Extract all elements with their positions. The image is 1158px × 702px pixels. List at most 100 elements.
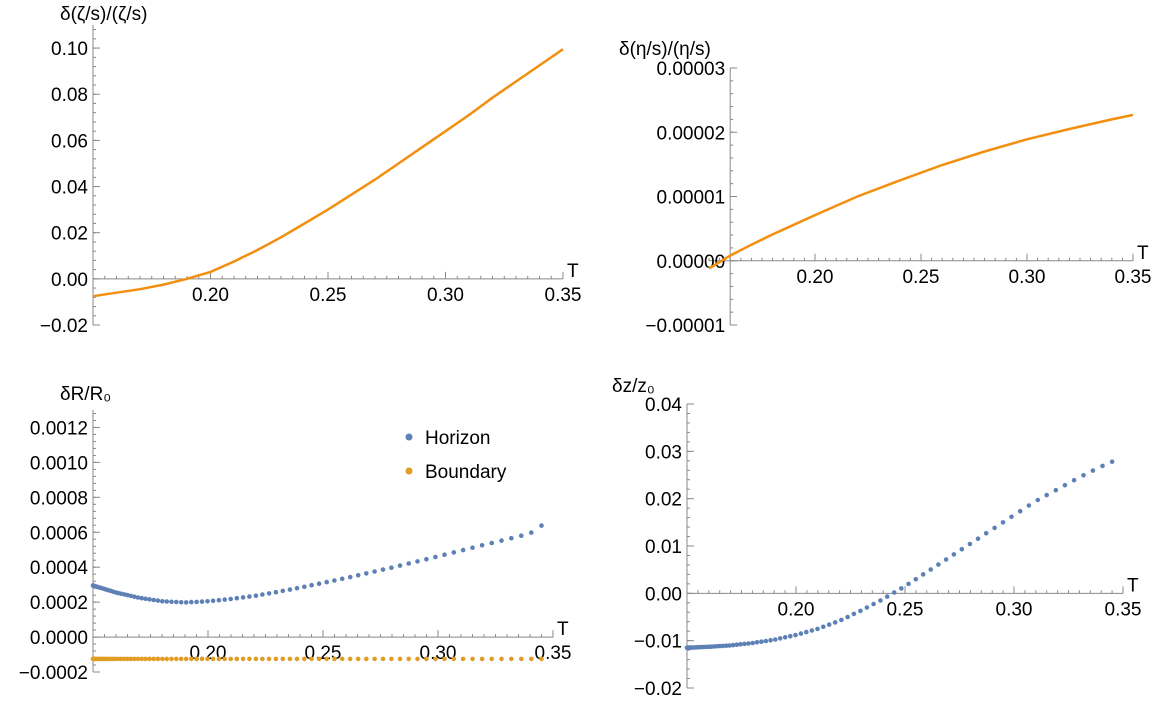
data-point: [135, 595, 141, 600]
data-point: [128, 656, 134, 662]
data-point: [355, 573, 361, 578]
data-point: [489, 656, 495, 662]
data-point: [763, 638, 769, 644]
y-tick-label: 0.00: [645, 584, 682, 605]
data-point: [975, 536, 981, 541]
y-tick-label: 0.04: [645, 395, 682, 416]
data-point: [793, 632, 798, 638]
data-point: [967, 541, 973, 547]
data-point: [871, 601, 876, 607]
data-point: [151, 597, 156, 603]
data-point: [132, 594, 137, 599]
data-point: [247, 594, 252, 599]
data-point: [316, 656, 322, 662]
data-point: [147, 656, 152, 662]
y-tick-label: −0.00001: [645, 316, 725, 337]
data-point: [788, 633, 793, 639]
y-tick-label: 0.00001: [657, 188, 726, 209]
data-point: [355, 656, 361, 662]
data-point: [302, 584, 307, 590]
data-point: [324, 579, 330, 585]
data-point: [1100, 463, 1105, 469]
y-tick-label: 0.04: [51, 178, 88, 199]
x-tick-label: 0.30: [996, 599, 1033, 620]
chart-panel-1: 0.20 0.25 0.30 0.35 −0.02 0.00 0.02 0.04 0.06 0.0…: [40, 4, 582, 337]
data-point: [316, 581, 322, 586]
data-point: [777, 636, 783, 641]
data-point: [253, 593, 259, 598]
legend-marker: [405, 433, 413, 441]
data-point: [266, 591, 272, 596]
data-point: [143, 596, 148, 602]
data-point: [183, 600, 189, 605]
data-point: [234, 595, 240, 601]
chart-panel-2: 0.20 0.25 0.30 0.35 −0.00001 0.00000 0.00001 0.…: [619, 39, 1151, 337]
chart-panel-4: 0.20 0.25 0.30 0.35 −0.02 −0.01 0.00 0.01 0.02 0.…: [612, 376, 1141, 700]
data-point: [228, 596, 233, 602]
x-tick-label: 0.35: [1105, 599, 1142, 620]
data-point: [851, 611, 857, 617]
data-point: [139, 656, 144, 662]
data-point: [723, 643, 729, 648]
data-point: [759, 639, 764, 644]
data-point: [539, 656, 544, 662]
data-point: [280, 588, 286, 594]
data-point: [164, 599, 170, 604]
data-point: [183, 656, 189, 662]
data-point: [1062, 482, 1068, 488]
x-tick-label: 0.35: [1115, 267, 1152, 288]
data-point: [720, 643, 726, 649]
legend-label: Horizon: [425, 428, 490, 449]
data-point: [205, 599, 210, 604]
data-point: [125, 656, 130, 662]
x-axis-label: T: [567, 261, 579, 282]
data-point: [539, 523, 544, 528]
data-point: [451, 550, 457, 555]
data-point: [364, 656, 369, 662]
data-point: [839, 617, 844, 623]
x-tick-label: 0.25: [887, 599, 924, 620]
data-point: [845, 614, 850, 620]
x-axis-label: T: [1127, 575, 1139, 596]
data-point: [815, 626, 820, 632]
data-point: [135, 656, 141, 662]
data-point: [821, 624, 826, 630]
legend-label: Boundary: [425, 462, 507, 483]
data-point: [951, 552, 957, 557]
data-point: [519, 533, 524, 538]
x-tick-label: 0.25: [903, 267, 940, 288]
data-point: [489, 540, 495, 546]
y-axis-label: δ(η/s)/(η/s): [619, 39, 711, 60]
data-point: [891, 590, 897, 595]
data-point: [174, 599, 179, 605]
data-point: [470, 545, 475, 550]
data-point: [509, 535, 514, 541]
data-point: [280, 656, 286, 662]
data-point: [332, 656, 337, 662]
y-tick-label: −0.0002: [19, 663, 88, 684]
data-point: [287, 656, 293, 662]
data-point: [864, 605, 870, 610]
data-point: [479, 543, 485, 548]
y-tick-label: −0.01: [634, 632, 682, 653]
y-tick-label: 0.0008: [30, 488, 88, 509]
data-point: [433, 656, 438, 662]
data-point: [832, 620, 838, 625]
y-tick-label: 0.02: [645, 490, 682, 511]
legend-marker: [405, 467, 413, 475]
data-point: [339, 656, 345, 662]
data-point: [746, 641, 751, 646]
y-tick-label: 0.0006: [30, 523, 88, 544]
data-point: [479, 656, 485, 662]
data-point: [164, 656, 170, 662]
data-point: [798, 631, 804, 636]
data-point: [424, 556, 429, 562]
x-axis-label: T: [557, 619, 569, 640]
chart-panel-3: 0.20 0.25 0.30 0.35−0.00020.00000.00020.000…: [19, 384, 572, 684]
data-point: [433, 554, 438, 560]
data-point: [451, 656, 457, 662]
data-point: [884, 594, 890, 599]
y-tick-label: 0.08: [51, 85, 88, 106]
y-tick-label: 0.00003: [657, 59, 726, 80]
data-point: [169, 599, 174, 605]
